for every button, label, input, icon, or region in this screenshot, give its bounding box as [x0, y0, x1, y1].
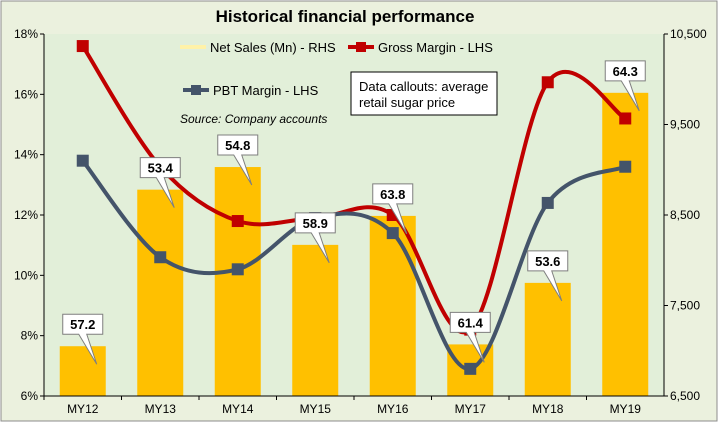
data-callout-box	[294, 212, 336, 264]
marker-pbt-margin	[154, 251, 167, 264]
legend: Net Sales (Mn) - RHS Gross Margin - LHS …	[180, 40, 493, 98]
y-left-tick-label: 18%	[14, 27, 38, 41]
x-tick-label: MY18	[532, 402, 564, 416]
data-callout-box	[372, 183, 414, 235]
data-callout: 54.8	[217, 134, 259, 186]
data-callout-box	[527, 250, 569, 302]
data-callout: 63.8	[372, 183, 414, 235]
data-callout-label: 53.4	[148, 161, 174, 176]
legend-marker-gross-margin	[356, 42, 366, 52]
y-left-tick-label: 12%	[14, 208, 38, 222]
data-callout: 53.4	[139, 157, 181, 208]
bar-net-sales	[369, 215, 416, 396]
data-callout-label: 57.2	[70, 317, 95, 332]
x-tick-label: MY12	[67, 402, 99, 416]
data-callout-label: 64.3	[613, 64, 638, 79]
bar-net-sales	[137, 189, 184, 396]
marker-gross-margin	[541, 76, 554, 89]
bar-net-sales	[59, 346, 106, 396]
bars-layer	[59, 92, 649, 396]
bar-net-sales	[214, 167, 261, 396]
x-tick-label: MY15	[300, 402, 332, 416]
data-callout-box	[217, 134, 259, 186]
bar-net-sales	[602, 92, 649, 396]
y-right-tick-label: 8,500	[670, 208, 700, 222]
data-callout-box	[604, 60, 646, 112]
data-callout-label: 53.6	[535, 254, 560, 269]
marker-pbt-margin	[541, 196, 554, 209]
legend-item-gross-margin: Gross Margin - LHS	[348, 40, 493, 55]
legend-label-net-sales: Net Sales (Mn) - RHS	[210, 40, 336, 55]
line-pbt-margin	[81, 159, 627, 371]
marker-pbt-margin	[386, 227, 399, 240]
marker-pbt-margin	[231, 263, 244, 276]
x-tick-label: MY14	[222, 402, 254, 416]
data-callout-label: 58.9	[303, 216, 328, 231]
marker-pbt-margin	[76, 154, 89, 167]
axes-layer: 6% 8% 10% 12% 14% 16% 18% 6,500 7,500 8,500 9,500 1…	[14, 27, 707, 416]
data-callout-label: 61.4	[458, 315, 484, 330]
data-callout-label: 54.8	[225, 138, 250, 153]
y-right-tick-label: 9,500	[670, 118, 700, 132]
bar-net-sales	[524, 282, 571, 396]
marker-pbt-margin	[619, 160, 632, 173]
data-callout-box	[62, 313, 104, 365]
y-right-tick-label: 7,500	[670, 299, 700, 313]
y-left-tick-label: 8%	[21, 329, 39, 343]
marker-gross-margin	[231, 215, 244, 228]
marker-gross-margin	[76, 40, 89, 53]
y-right-tick-label: 6,500	[670, 389, 700, 403]
x-tick-label: MY19	[610, 402, 642, 416]
chart-title: Historical financial performance	[216, 7, 475, 26]
marker-pbt-margin	[464, 362, 477, 375]
data-callout-note-box	[350, 71, 498, 116]
y-left-tick-label: 14%	[14, 148, 38, 162]
legend-marker-pbt-margin	[191, 85, 201, 95]
data-callout-note-line-1: Data callouts: average	[359, 79, 488, 94]
y-left-tick-label: 16%	[14, 87, 38, 101]
y-left-tick-label: 10%	[14, 268, 38, 282]
bar-net-sales	[292, 244, 339, 396]
data-callout-label: 63.8	[380, 187, 405, 202]
x-tick-label: MY16	[377, 402, 409, 416]
y-right-tick-label: 10,500	[670, 27, 707, 41]
x-tick-label: MY17	[455, 402, 487, 416]
data-callout: 58.9	[294, 212, 336, 264]
data-callout-box	[449, 311, 491, 363]
data-callout-box	[139, 157, 181, 208]
data-callout: 57.2	[62, 313, 104, 365]
legend-label-gross-margin: Gross Margin - LHS	[378, 40, 493, 55]
data-callout: 61.4	[449, 311, 491, 363]
legend-item-pbt-margin: PBT Margin - LHS	[183, 83, 319, 98]
callouts-layer: 57.2 53.4 54.8 58.9 63.8 61.4 53.6 64.3	[62, 60, 646, 365]
data-callout: 64.3	[604, 60, 646, 112]
legend-label-pbt-margin: PBT Margin - LHS	[213, 83, 319, 98]
data-callout: 53.6	[527, 250, 569, 302]
marker-gross-margin	[619, 112, 632, 125]
x-tick-label: MY13	[145, 402, 177, 416]
y-left-tick-label: 6%	[21, 389, 39, 403]
legend-item-net-sales: Net Sales (Mn) - RHS	[180, 40, 336, 55]
data-callout-note-line-2: retail sugar price	[359, 95, 455, 110]
source-note: Source: Company accounts	[180, 112, 327, 126]
